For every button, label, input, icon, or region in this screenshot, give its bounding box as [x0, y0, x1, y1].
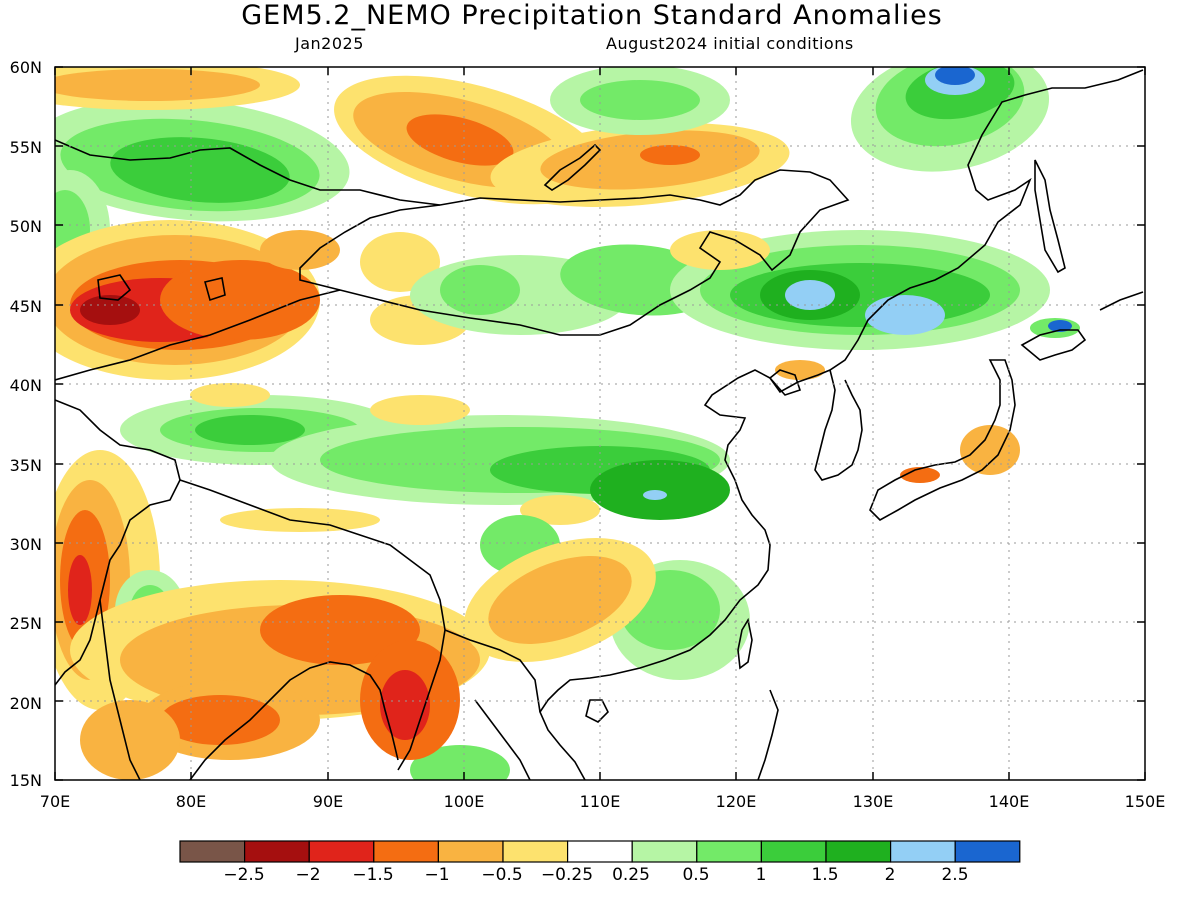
- anomaly-shading: [440, 265, 520, 315]
- colorbar-swatch: [889, 840, 956, 863]
- colorbar-swatch: [696, 840, 762, 863]
- lon-label-80e: 80E: [176, 792, 206, 811]
- colorbar-label: 2: [885, 865, 896, 885]
- anomaly-shading: [190, 383, 270, 407]
- colorbar-label: −1.5: [352, 865, 393, 885]
- colorbar-label: −2.5: [223, 865, 264, 885]
- lat-label-45n: 45N: [10, 297, 42, 316]
- anomaly-shading: [220, 508, 380, 532]
- anomaly-shading: [360, 232, 440, 292]
- lat-axis: 15N 20N 25N 30N 35N 40N 45N 50N 55N 60N: [10, 58, 42, 790]
- anomaly-shading: [785, 280, 835, 310]
- initial-conditions: August2024 initial conditions: [606, 34, 854, 53]
- anomaly-shading: [865, 295, 945, 335]
- lat-label-55n: 55N: [10, 138, 42, 157]
- coastlines: [55, 69, 1144, 780]
- colorbar-labels: −2.5 −2 −1.5 −1 −0.5 −0.25 0.25 0.5 1 1.…: [223, 865, 968, 885]
- anomaly-shading: [68, 555, 92, 625]
- colorbar-label: 0.25: [612, 865, 650, 885]
- lat-label-35n: 35N: [10, 456, 42, 475]
- chart-title: GEM5.2_NEMO Precipitation Standard Anoma…: [241, 0, 943, 31]
- colorbar-swatch: [373, 840, 439, 863]
- anomaly-shading: [590, 460, 730, 520]
- anomaly-shading: [160, 695, 280, 745]
- colorbar-label: 2.5: [941, 865, 968, 885]
- colorbar-label: −0.5: [481, 865, 522, 885]
- lat-label-40n: 40N: [10, 376, 42, 395]
- anomaly-shading: [380, 670, 430, 740]
- lon-label-130e: 130E: [853, 792, 894, 811]
- colorbar-swatch: [954, 840, 1021, 863]
- colorbar: [179, 840, 1021, 863]
- anomaly-shading: [520, 495, 600, 525]
- lat-label-30n: 30N: [10, 535, 42, 554]
- lon-label-110e: 110E: [580, 792, 621, 811]
- colorbar-swatch: [760, 840, 827, 863]
- colorbar-swatch: [308, 840, 375, 863]
- anomaly-shading: [260, 595, 420, 665]
- colorbar-label: −0.25: [541, 865, 593, 885]
- anomaly-shading: [406, 114, 514, 166]
- anomaly-shading: [195, 415, 305, 445]
- lat-label-20n: 20N: [10, 694, 42, 713]
- lat-label-25n: 25N: [10, 614, 42, 633]
- anomaly-shading: [80, 295, 140, 325]
- lon-label-100e: 100E: [444, 792, 485, 811]
- colorbar-label: 0.5: [682, 865, 709, 885]
- anomaly-shading: [900, 467, 940, 483]
- colorbar-label: −2: [295, 865, 320, 885]
- anomaly-shading: [960, 425, 1020, 475]
- forecast-month: Jan2025: [295, 34, 364, 53]
- anomaly-shading: [55, 69, 260, 101]
- anomaly-shading: [935, 67, 975, 85]
- anomaly-shading: [160, 260, 320, 340]
- lon-axis: 70E 80E 90E 100E 110E 120E 130E 140E 150…: [40, 792, 1166, 811]
- anomaly-shading: [643, 490, 667, 500]
- anomaly-shading: [775, 360, 825, 380]
- anomaly-shading: [580, 80, 700, 120]
- anomaly-shading: [370, 395, 470, 425]
- colorbar-swatch: [502, 840, 569, 863]
- colorbar-label: −1: [424, 865, 449, 885]
- colorbar-label: 1.5: [811, 865, 838, 885]
- lon-label-70e: 70E: [40, 792, 70, 811]
- anomaly-shading: [1048, 320, 1072, 332]
- anomaly-shading: [80, 700, 180, 780]
- lon-label-120e: 120E: [716, 792, 757, 811]
- lon-label-90e: 90E: [313, 792, 343, 811]
- colorbar-swatch: [179, 840, 246, 863]
- colorbar-swatch: [566, 840, 633, 863]
- anomaly-shading: [260, 230, 340, 270]
- colorbar-swatch: [244, 840, 310, 863]
- colorbar-label: 1: [756, 865, 767, 885]
- lon-label-140e: 140E: [989, 792, 1030, 811]
- anomaly-shading: [640, 145, 700, 165]
- anomaly-shading: [110, 137, 290, 203]
- colorbar-swatch: [631, 840, 698, 863]
- lat-label-50n: 50N: [10, 217, 42, 236]
- colorbar-swatch: [437, 840, 504, 863]
- anomaly-shading: [670, 230, 770, 270]
- lat-label-15n: 15N: [10, 771, 42, 790]
- anomaly-field: [55, 67, 1145, 780]
- colorbar-swatch: [825, 840, 892, 863]
- anomaly-shading: [410, 745, 510, 780]
- lon-label-150e: 150E: [1125, 792, 1166, 811]
- lat-label-60n: 60N: [10, 58, 42, 77]
